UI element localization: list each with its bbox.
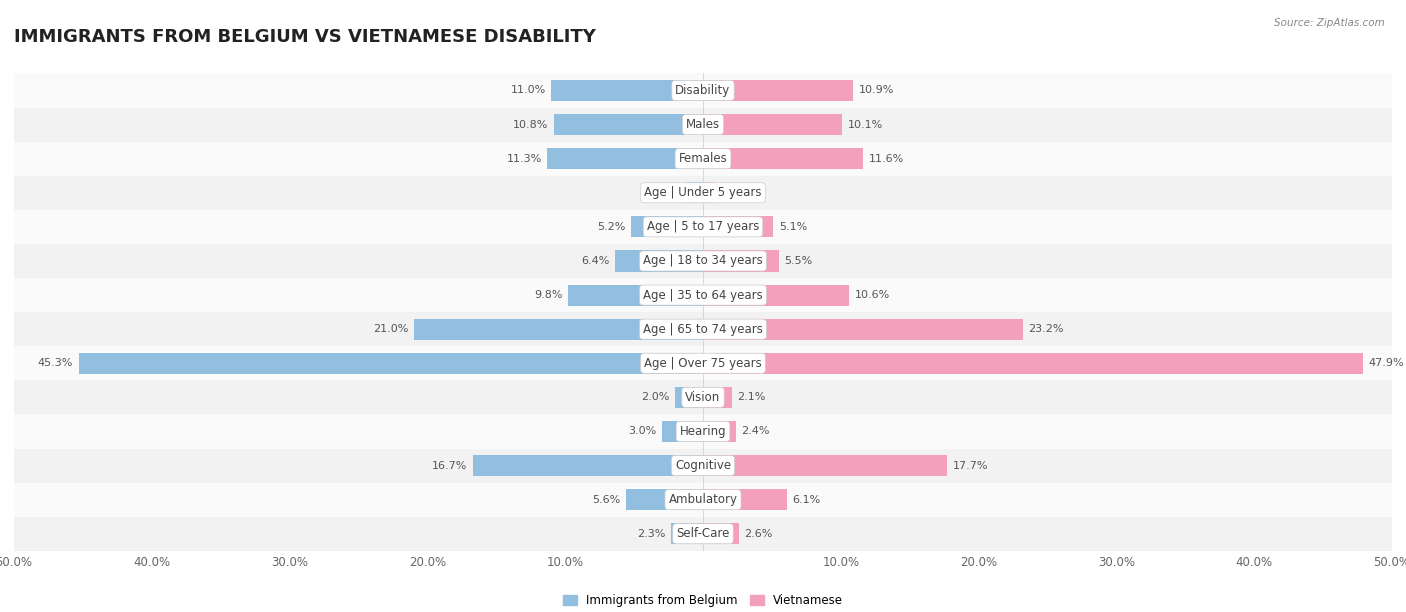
Text: 3.0%: 3.0% xyxy=(628,427,657,436)
Text: IMMIGRANTS FROM BELGIUM VS VIETNAMESE DISABILITY: IMMIGRANTS FROM BELGIUM VS VIETNAMESE DI… xyxy=(14,28,596,46)
Bar xyxy=(14,312,1392,346)
Text: 21.0%: 21.0% xyxy=(373,324,408,334)
Bar xyxy=(14,517,1392,551)
Text: 9.8%: 9.8% xyxy=(534,290,562,300)
Bar xyxy=(703,489,787,510)
Text: 10.8%: 10.8% xyxy=(513,119,548,130)
Bar xyxy=(662,421,703,442)
Bar xyxy=(14,380,1392,414)
Text: 0.81%: 0.81% xyxy=(720,188,755,198)
Text: 10.1%: 10.1% xyxy=(848,119,883,130)
Legend: Immigrants from Belgium, Vietnamese: Immigrants from Belgium, Vietnamese xyxy=(558,589,848,612)
Bar xyxy=(703,80,853,101)
Text: 45.3%: 45.3% xyxy=(38,358,73,368)
Text: Vision: Vision xyxy=(685,391,721,404)
Text: Females: Females xyxy=(679,152,727,165)
Text: 2.4%: 2.4% xyxy=(741,427,770,436)
Bar xyxy=(703,182,714,203)
Text: 5.2%: 5.2% xyxy=(598,222,626,232)
Text: 6.1%: 6.1% xyxy=(793,494,821,505)
Text: Age | 35 to 64 years: Age | 35 to 64 years xyxy=(643,289,763,302)
Bar xyxy=(568,285,703,305)
Text: 47.9%: 47.9% xyxy=(1368,358,1405,368)
Bar xyxy=(703,148,863,170)
Text: 6.4%: 6.4% xyxy=(581,256,609,266)
Text: 5.1%: 5.1% xyxy=(779,222,807,232)
Text: Hearing: Hearing xyxy=(679,425,727,438)
Bar xyxy=(14,108,1392,141)
Text: 10.6%: 10.6% xyxy=(855,290,890,300)
Text: Age | Under 5 years: Age | Under 5 years xyxy=(644,186,762,200)
Text: Age | 18 to 34 years: Age | 18 to 34 years xyxy=(643,255,763,267)
Text: 2.0%: 2.0% xyxy=(641,392,669,402)
Text: Age | 65 to 74 years: Age | 65 to 74 years xyxy=(643,323,763,335)
Text: Self-Care: Self-Care xyxy=(676,528,730,540)
Bar xyxy=(703,319,1022,340)
Bar xyxy=(14,278,1392,312)
Bar xyxy=(703,353,1362,374)
Bar xyxy=(551,80,703,101)
Bar xyxy=(703,421,737,442)
Text: 10.9%: 10.9% xyxy=(859,86,894,95)
Text: Source: ZipAtlas.com: Source: ZipAtlas.com xyxy=(1274,18,1385,28)
Text: 11.3%: 11.3% xyxy=(506,154,541,163)
Text: 5.5%: 5.5% xyxy=(785,256,813,266)
Text: 1.3%: 1.3% xyxy=(651,188,679,198)
Bar xyxy=(703,387,733,408)
Text: 2.3%: 2.3% xyxy=(637,529,666,539)
Bar xyxy=(14,483,1392,517)
Bar xyxy=(547,148,703,170)
Bar xyxy=(703,250,779,272)
Text: 2.1%: 2.1% xyxy=(738,392,766,402)
Bar xyxy=(703,285,849,305)
Text: 5.6%: 5.6% xyxy=(592,494,620,505)
Bar xyxy=(413,319,703,340)
Bar xyxy=(703,523,738,544)
Text: 2.6%: 2.6% xyxy=(744,529,773,539)
Text: 17.7%: 17.7% xyxy=(952,461,988,471)
Bar xyxy=(703,455,946,476)
Text: Cognitive: Cognitive xyxy=(675,459,731,472)
Bar xyxy=(685,182,703,203)
Bar xyxy=(631,216,703,237)
Bar xyxy=(14,414,1392,449)
Bar xyxy=(675,387,703,408)
Bar xyxy=(554,114,703,135)
Bar xyxy=(14,449,1392,483)
Text: 11.0%: 11.0% xyxy=(510,86,546,95)
Bar xyxy=(14,73,1392,108)
Bar xyxy=(14,176,1392,210)
Bar xyxy=(703,114,842,135)
Text: Males: Males xyxy=(686,118,720,131)
Text: Disability: Disability xyxy=(675,84,731,97)
Text: 16.7%: 16.7% xyxy=(432,461,467,471)
Text: 11.6%: 11.6% xyxy=(869,154,904,163)
Text: Ambulatory: Ambulatory xyxy=(668,493,738,506)
Bar xyxy=(671,523,703,544)
Bar xyxy=(14,141,1392,176)
Bar xyxy=(472,455,703,476)
Text: Age | Over 75 years: Age | Over 75 years xyxy=(644,357,762,370)
Bar xyxy=(614,250,703,272)
Bar xyxy=(14,210,1392,244)
Bar xyxy=(14,244,1392,278)
Bar xyxy=(703,216,773,237)
Bar xyxy=(14,346,1392,380)
Bar xyxy=(79,353,703,374)
Bar xyxy=(626,489,703,510)
Text: Age | 5 to 17 years: Age | 5 to 17 years xyxy=(647,220,759,233)
Text: 23.2%: 23.2% xyxy=(1028,324,1064,334)
